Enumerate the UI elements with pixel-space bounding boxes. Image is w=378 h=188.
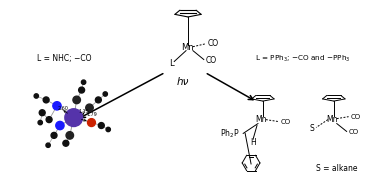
- Text: 1.79: 1.79: [86, 112, 97, 117]
- Circle shape: [73, 96, 81, 104]
- Circle shape: [79, 87, 85, 93]
- Text: L: L: [169, 59, 174, 68]
- Circle shape: [51, 132, 57, 138]
- Circle shape: [46, 117, 52, 123]
- Text: CO: CO: [206, 56, 217, 65]
- Circle shape: [81, 80, 86, 84]
- Circle shape: [66, 132, 74, 139]
- Circle shape: [39, 110, 45, 116]
- Text: CO: CO: [208, 39, 219, 48]
- Circle shape: [106, 127, 110, 132]
- Text: CO: CO: [350, 114, 361, 120]
- Circle shape: [38, 120, 42, 125]
- Text: H: H: [250, 138, 256, 147]
- Text: Mn: Mn: [181, 43, 193, 52]
- Text: S: S: [309, 124, 314, 133]
- Circle shape: [34, 94, 39, 98]
- Circle shape: [63, 140, 69, 146]
- Text: 2.60: 2.60: [57, 106, 68, 111]
- Text: L = NHC; −CO: L = NHC; −CO: [37, 54, 91, 63]
- Text: Ph$_2$P: Ph$_2$P: [220, 127, 239, 140]
- Circle shape: [53, 102, 61, 110]
- Circle shape: [86, 104, 93, 111]
- Circle shape: [65, 109, 83, 127]
- Text: CO: CO: [280, 119, 291, 125]
- Circle shape: [88, 119, 95, 127]
- Text: L = PPh$_3$; $-$CO and $-$PPh$_3$: L = PPh$_3$; $-$CO and $-$PPh$_3$: [256, 53, 351, 64]
- Text: 1.15: 1.15: [78, 109, 89, 114]
- Circle shape: [43, 97, 49, 103]
- Circle shape: [46, 143, 50, 147]
- Text: hν: hν: [177, 77, 189, 87]
- Text: Mn: Mn: [326, 115, 338, 124]
- Text: CO: CO: [349, 129, 359, 135]
- Circle shape: [95, 97, 101, 103]
- Text: S = alkane: S = alkane: [316, 164, 358, 173]
- Circle shape: [98, 123, 104, 128]
- Text: Mn: Mn: [255, 115, 266, 124]
- Circle shape: [56, 121, 64, 130]
- Circle shape: [103, 92, 107, 96]
